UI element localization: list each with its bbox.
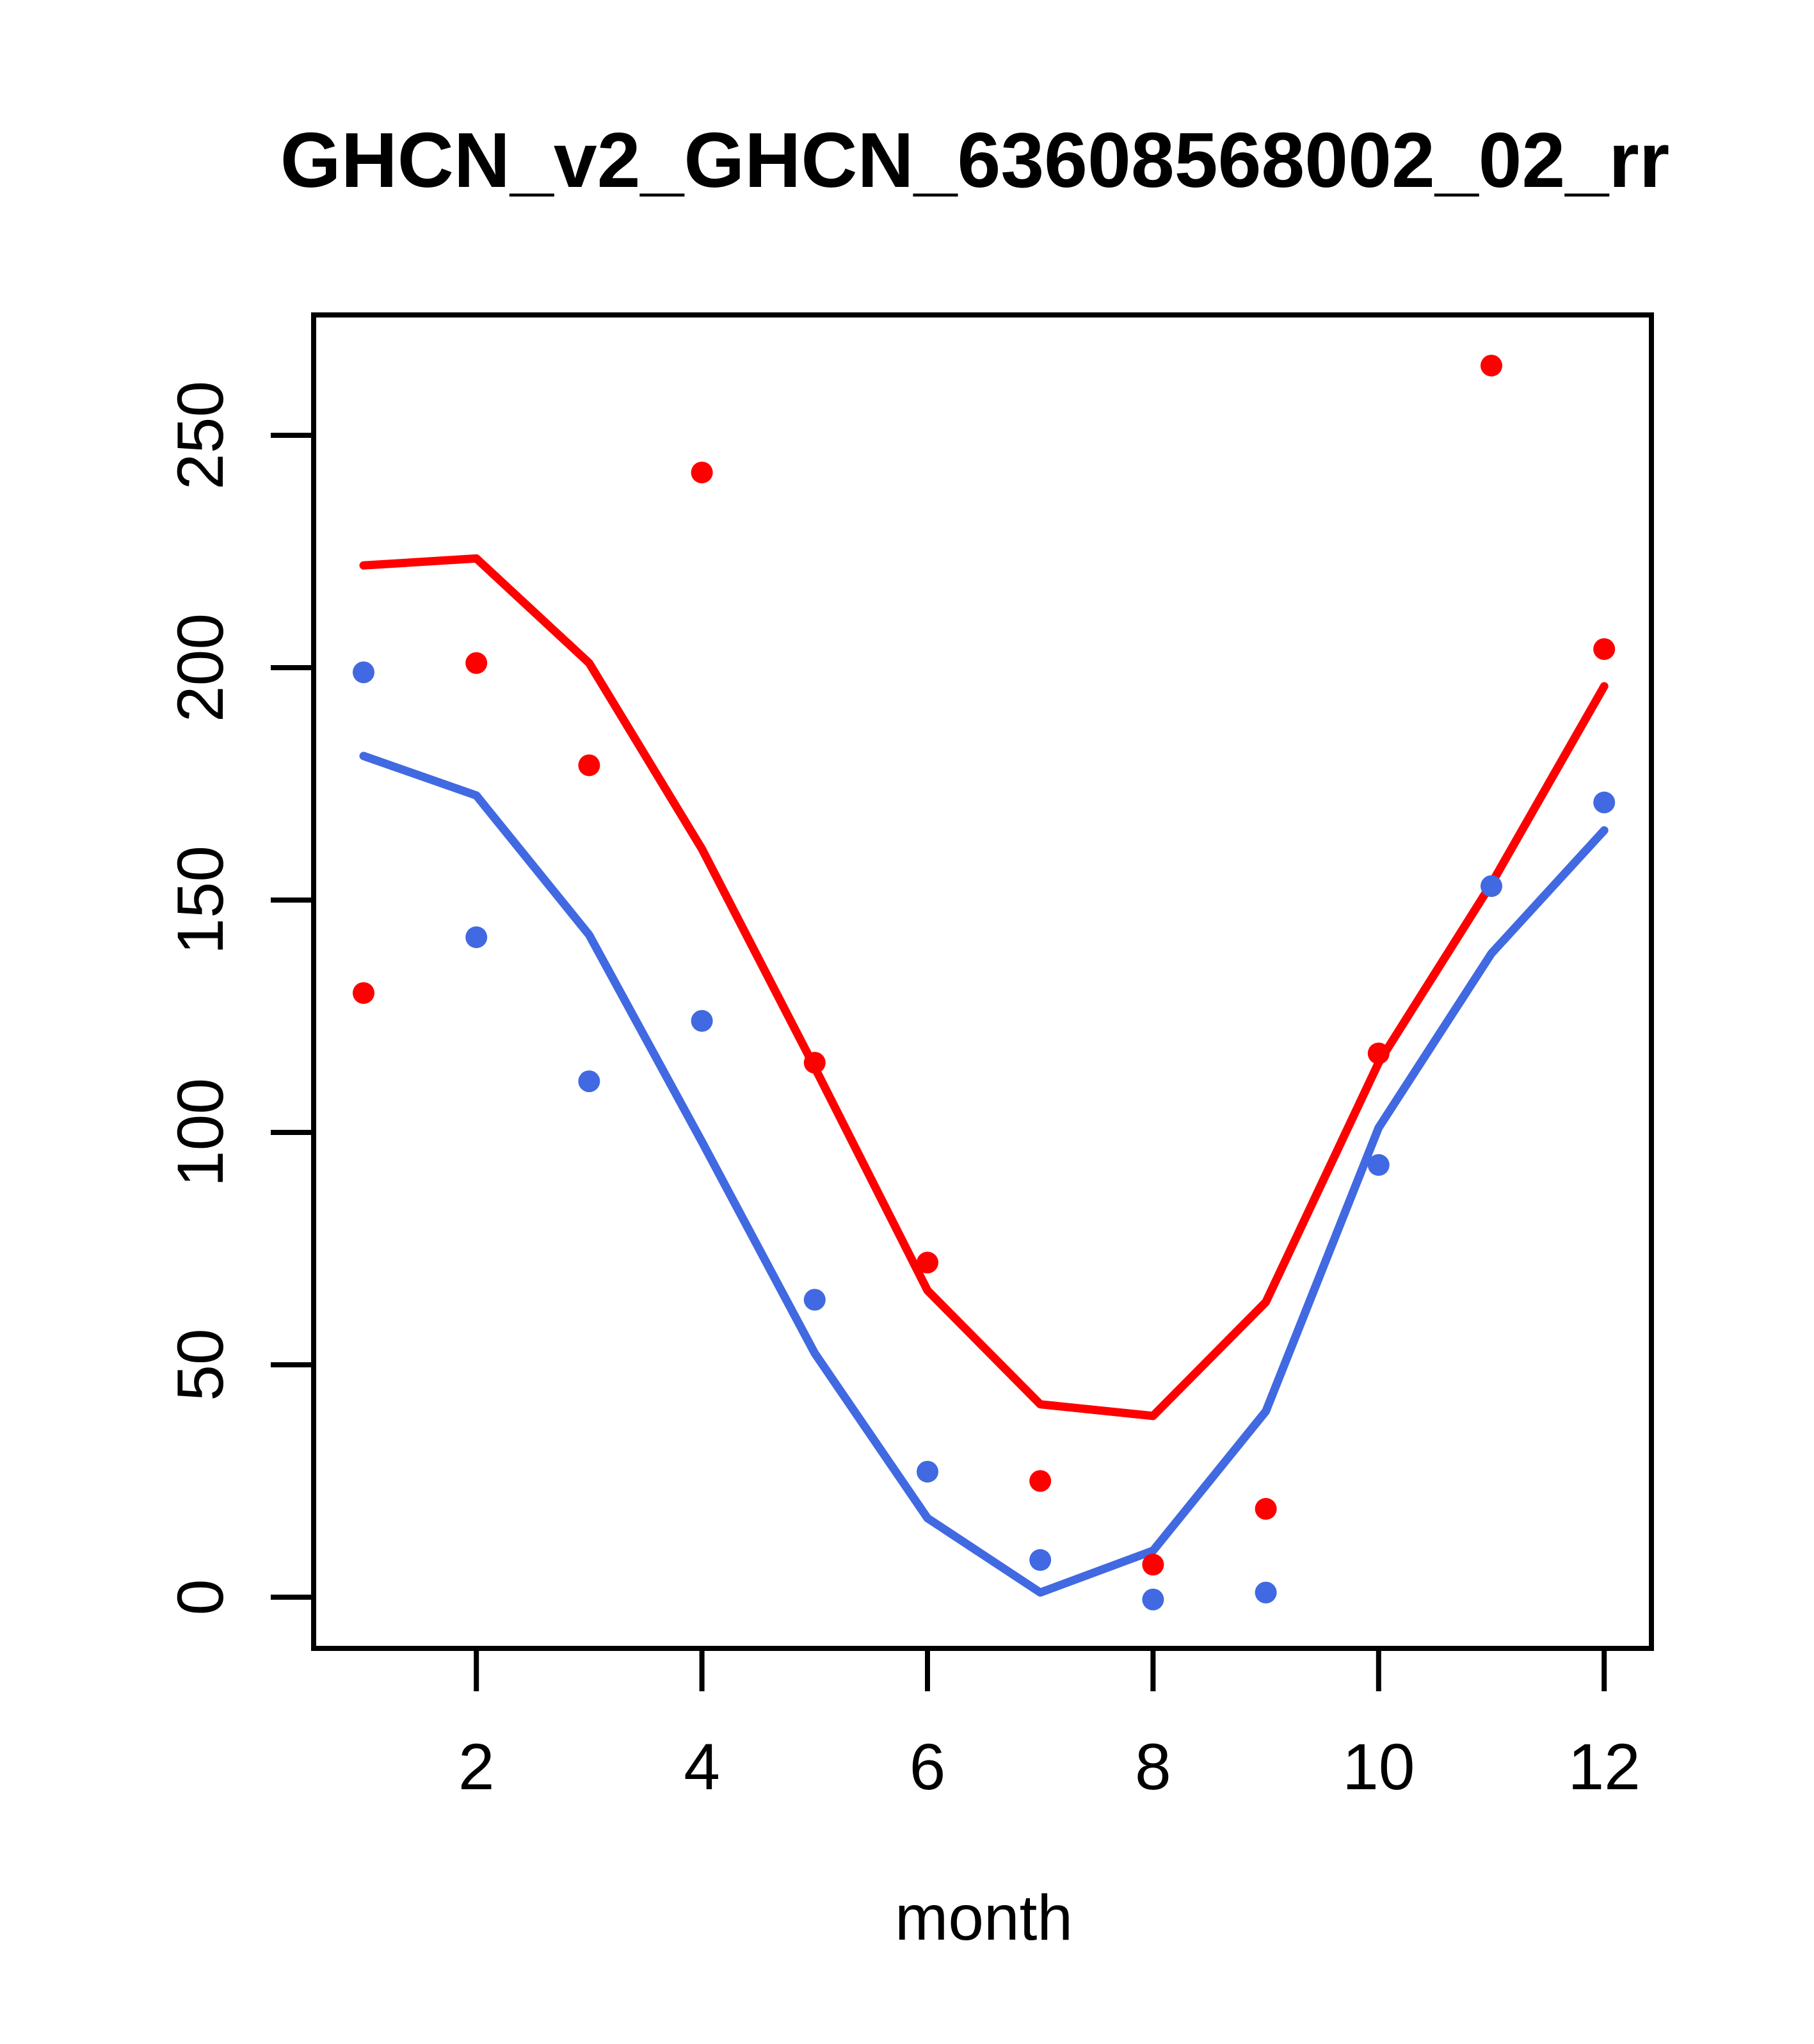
blue-point xyxy=(1481,875,1502,897)
red-smooth-line xyxy=(359,554,1609,1420)
red-point xyxy=(1029,1470,1052,1492)
scatter-points xyxy=(353,355,1616,1611)
blue-smooth-line xyxy=(359,752,1609,1597)
blue-point xyxy=(691,1010,713,1032)
red-point xyxy=(1367,1042,1390,1065)
chart-title: GHCN_v2_GHCN_63608568002_02_rr xyxy=(280,117,1669,204)
red-point xyxy=(578,754,600,777)
x-tick-label: 10 xyxy=(1342,1730,1415,1803)
blue-point xyxy=(1593,791,1616,814)
y-tick-label: 250 xyxy=(164,381,237,490)
y-tick-label: 50 xyxy=(164,1328,237,1401)
red-point xyxy=(1255,1498,1277,1520)
y-axis-ticks: 0 50 100 150 200 250 xyxy=(164,381,314,1615)
red-point xyxy=(803,1052,826,1074)
x-tick-label: 6 xyxy=(910,1730,946,1803)
red-point xyxy=(465,652,488,674)
x-tick-label: 2 xyxy=(458,1730,495,1803)
red-point xyxy=(353,982,374,1004)
blue-point xyxy=(803,1289,826,1311)
y-tick-label: 150 xyxy=(164,846,237,954)
red-point xyxy=(691,462,713,484)
x-axis-label: month xyxy=(895,1882,1073,1954)
red-point xyxy=(1142,1554,1164,1576)
x-tick-label: 4 xyxy=(684,1730,720,1803)
blue-point xyxy=(1029,1549,1052,1571)
blue-point xyxy=(465,926,488,949)
blue-point xyxy=(917,1460,938,1483)
blue-point xyxy=(1255,1581,1277,1604)
x-tick-label: 12 xyxy=(1568,1730,1640,1803)
blue-point xyxy=(353,661,374,684)
smooth-lines xyxy=(359,554,1609,1597)
x-axis-ticks: 2 4 6 8 10 12 xyxy=(458,1648,1641,1803)
blue-point xyxy=(578,1070,600,1093)
blue-point xyxy=(1142,1588,1164,1611)
y-tick-label: 100 xyxy=(164,1078,237,1187)
red-point xyxy=(917,1251,938,1274)
x-tick-label: 8 xyxy=(1135,1730,1171,1803)
blue-point xyxy=(1367,1154,1390,1176)
red-point xyxy=(1593,638,1616,660)
y-tick-label: 200 xyxy=(164,613,237,722)
plot-box xyxy=(311,312,1654,1651)
y-tick-label: 0 xyxy=(164,1579,237,1616)
red-point xyxy=(1481,355,1502,377)
